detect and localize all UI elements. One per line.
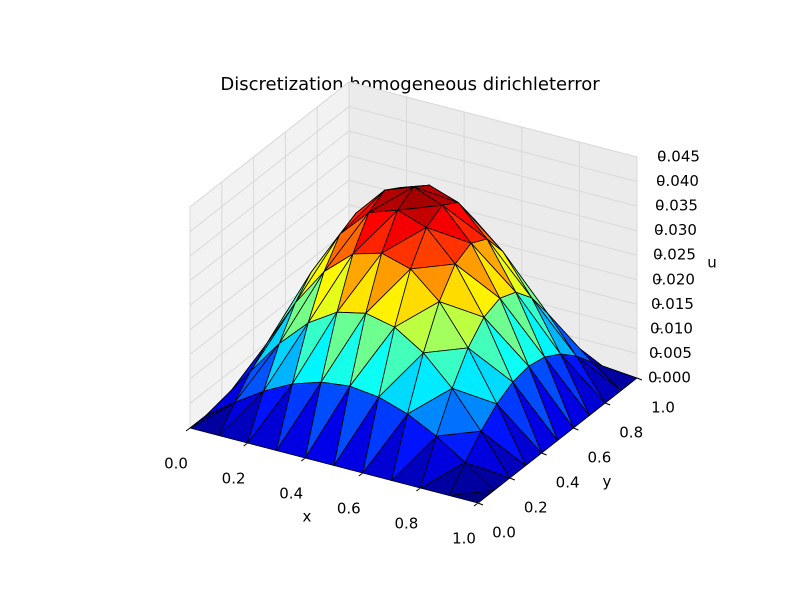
y-tick-mark [541,452,547,456]
y-tick-label: 0.0 [492,524,516,542]
x-tick-mark [300,457,306,462]
y-axis-label: y [603,473,612,491]
y-tick-label: 0.4 [556,474,580,492]
grid-line [348,155,638,232]
z-tick-label: 0.025 [653,246,696,264]
y-tick-mark [636,377,643,381]
x-tick-mark [416,487,421,492]
x-tick-label: 0.6 [337,500,361,518]
y-tick-mark [573,427,579,431]
z-tick-label: 0.015 [651,295,694,313]
grid-line [189,228,350,355]
y-tick-mark [605,402,611,406]
grid-line [348,130,638,207]
z-tick-label: 0.030 [654,221,697,239]
z-tick-label: 0.035 [655,197,698,215]
x-tick-label: 1.0 [452,530,476,548]
x-tick-mark [473,502,479,507]
x-tick-mark [358,472,364,477]
z-tick-label: 0.045 [657,148,700,166]
y-tick-label: 0.2 [524,499,548,517]
grid-line [348,106,638,183]
y-tick-mark [477,502,484,506]
grid-line [189,179,350,306]
grid-line [189,155,350,282]
x-tick-mark [243,442,248,447]
x-axis-label: x [303,508,312,526]
z-tick-label: 0.000 [648,369,691,387]
grid-line [189,81,350,208]
x-tick-label: 0.2 [222,470,246,488]
y-tick-mark [509,477,515,481]
z-tick-label: 0.010 [650,319,693,337]
surface-facet [448,490,495,504]
grid-line [189,130,350,257]
x-tick-label: 0.4 [279,485,303,503]
grid-line [189,204,350,331]
x-tick-mark [185,427,191,432]
grid-line [348,81,638,158]
z-tick-label: 0.020 [652,270,695,288]
z-tick-label: 0.040 [656,172,699,190]
y-tick-label: 0.8 [619,424,643,442]
y-tick-label: 1.0 [651,399,675,417]
grid-line [189,106,350,232]
x-tick-label: 0.0 [164,455,188,473]
chart-title: Discretization homogeneous dirichleterro… [220,74,600,95]
x-tick-label: 0.8 [394,515,418,533]
z-tick-label: 0.005 [649,344,692,362]
z-axis-label: u [707,254,717,272]
y-tick-label: 0.6 [587,449,611,467]
